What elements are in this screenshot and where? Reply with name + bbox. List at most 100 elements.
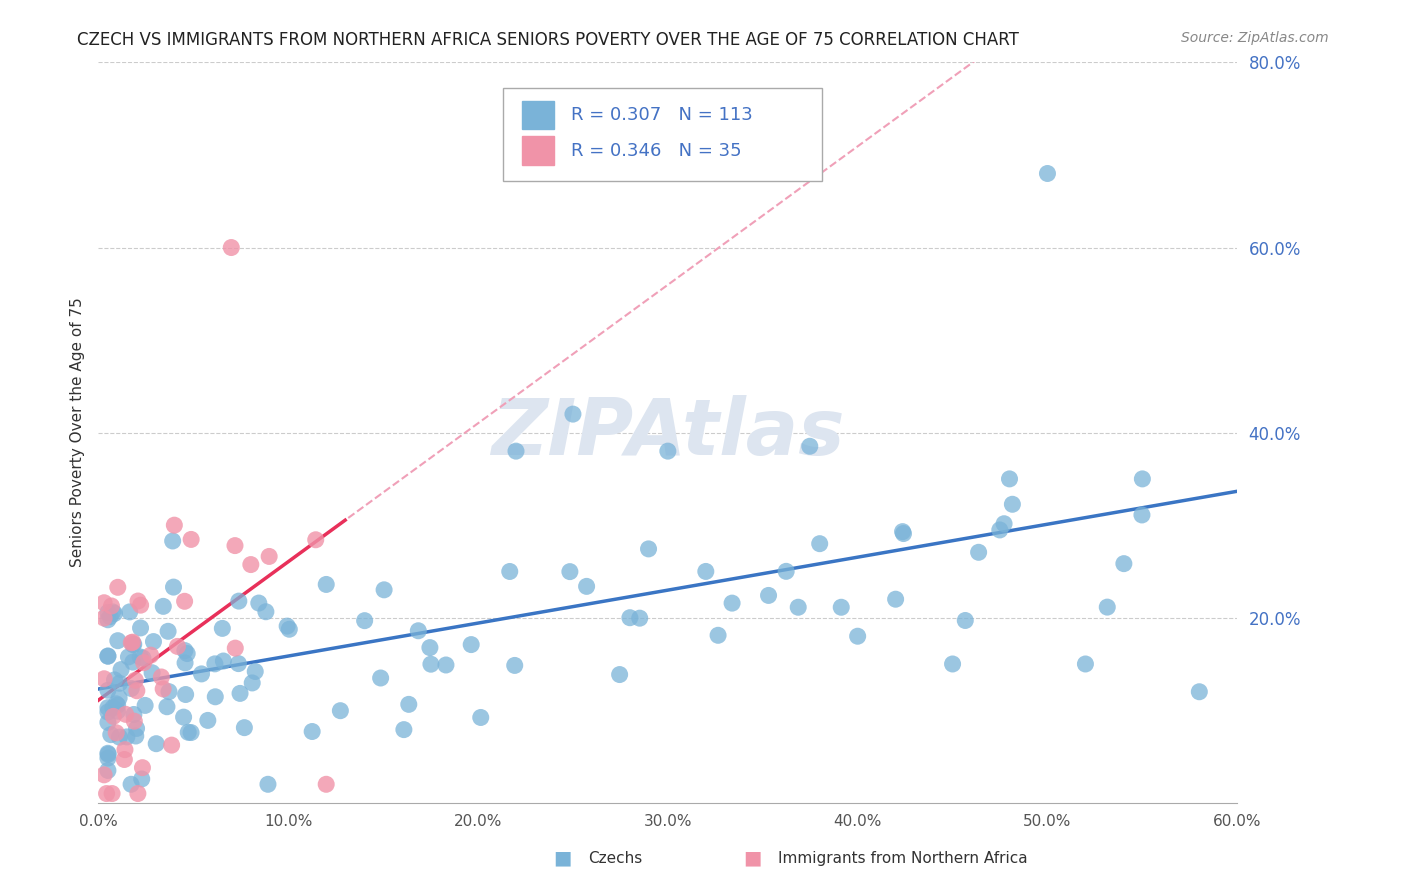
Point [224,539,246,553]
Point [152,681,174,696]
Text: R = 0.307   N = 113: R = 0.307 N = 113 [571,106,752,124]
Point [131,772,153,786]
Point [122,707,145,722]
Point [233,721,256,735]
Point [117,649,139,664]
Point [460,638,482,652]
Point [470,710,492,724]
Point [93,596,115,610]
Point [107,580,129,594]
Point [245,665,267,679]
Point [132,656,155,670]
Point [173,643,195,657]
Point [240,676,263,690]
Point [180,725,202,739]
Point [228,594,250,608]
Point [173,710,195,724]
Point [955,614,977,628]
Point [142,634,165,648]
Point [637,541,659,556]
Point [419,657,441,672]
Point [562,407,585,421]
Point [145,737,167,751]
Point [152,599,174,614]
Point [108,690,131,705]
Point [97,746,120,760]
Point [180,533,202,547]
Point [575,579,598,593]
Point [101,701,124,715]
Point [799,439,821,453]
Point [707,628,730,642]
Point [884,592,907,607]
Point [97,606,120,620]
Point [434,658,457,673]
Point [97,683,120,698]
Point [124,714,146,728]
Point [121,635,143,649]
Point [122,637,145,651]
Point [131,761,153,775]
Point [127,594,149,608]
Point [101,787,124,801]
Point [619,610,641,624]
Point [211,621,233,635]
Point [108,676,131,690]
Point [224,641,246,656]
Point [125,729,148,743]
Point [157,624,180,639]
Point [121,655,143,669]
Point [988,523,1011,537]
Point [100,599,122,613]
Point [370,671,392,685]
Point [173,594,195,608]
Point [808,536,831,550]
Point [103,673,125,687]
Point [93,611,115,625]
Point [97,613,120,627]
Point [125,722,148,736]
Point [1001,497,1024,511]
Point [177,725,200,739]
Point [228,657,250,671]
Point [1188,685,1211,699]
Point [97,649,120,664]
Point [120,777,142,791]
Point [97,700,120,714]
Point [419,640,441,655]
Point [967,545,990,559]
Point [129,650,152,665]
Point [101,605,124,619]
Point [176,647,198,661]
Point [373,582,395,597]
Point [830,600,852,615]
Point [190,666,212,681]
Point [846,629,869,643]
Point [162,533,184,548]
Point [129,621,152,635]
Point [278,622,301,636]
Point [97,715,120,730]
Point [657,444,679,458]
Point [115,730,138,744]
Point [150,670,173,684]
Point [129,598,152,612]
Point [166,640,188,654]
Point [139,648,162,662]
Point [212,654,235,668]
Text: ■: ■ [553,848,572,868]
Point [174,656,197,670]
Point [97,751,120,765]
Point [398,698,420,712]
Point [1036,166,1059,180]
Point [787,600,810,615]
Text: Source: ZipAtlas.com: Source: ZipAtlas.com [1181,31,1329,45]
Point [134,698,156,713]
Point [221,240,243,255]
Point [103,709,125,723]
Point [1130,508,1153,522]
Point [257,777,280,791]
Point [254,605,277,619]
Point [1112,557,1135,571]
Point [998,472,1021,486]
